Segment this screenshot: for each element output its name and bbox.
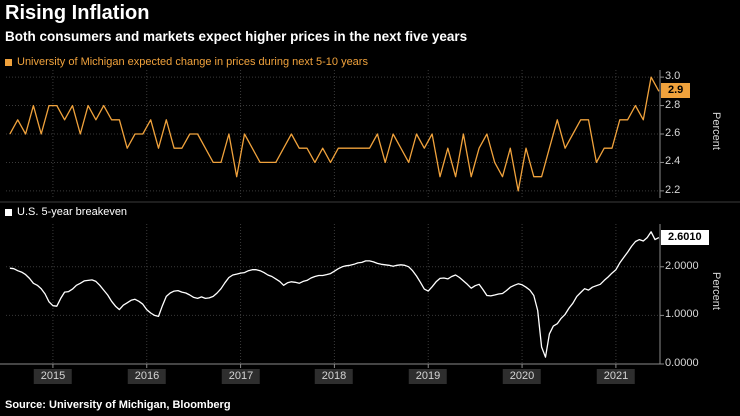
legend-swatch-white xyxy=(5,208,12,216)
x-tick-label-2020: 2020 xyxy=(502,369,542,384)
breakeven-series-line xyxy=(9,231,660,358)
x-tick-label-2018: 2018 xyxy=(314,369,354,384)
y-tick-label: 3.0 xyxy=(665,70,681,82)
x-tick-label-2017: 2017 xyxy=(221,369,261,384)
legend-swatch-orange xyxy=(5,58,12,66)
y-tick-label: 2.8 xyxy=(665,99,681,111)
last-value-badge-breakeven: 2.6010 xyxy=(661,230,709,245)
source-line: Source: University of Michigan, Bloomber… xyxy=(5,399,231,411)
legend-breakeven: U.S. 5-year breakeven xyxy=(5,206,127,218)
y-tick-label: 0.0000 xyxy=(665,357,699,369)
page-title: Rising Inflation xyxy=(5,2,150,24)
legend-label-breakeven: U.S. 5-year breakeven xyxy=(17,206,128,218)
legend-michigan: University of Michigan expected change i… xyxy=(5,56,368,68)
last-value-badge-michigan: 2.9 xyxy=(661,83,691,98)
y-tick-label: 1.0000 xyxy=(665,308,699,320)
michigan-series-line xyxy=(9,76,660,192)
y-axis-title-top: Percent xyxy=(710,112,722,150)
x-tick-label-2021: 2021 xyxy=(596,369,636,384)
x-tick-label-2015: 2015 xyxy=(33,369,73,384)
y-tick-label: 2.2 xyxy=(665,184,681,196)
x-tick-label-2019: 2019 xyxy=(408,369,448,384)
x-tick-label-2016: 2016 xyxy=(127,369,167,384)
y-tick-label: 2.6 xyxy=(665,127,681,139)
legend-label-michigan: University of Michigan expected change i… xyxy=(17,56,368,68)
chart-subtitle: Both consumers and markets expect higher… xyxy=(5,29,468,44)
y-tick-label: 2.0000 xyxy=(665,260,699,272)
y-axis-title-bottom: Percent xyxy=(710,272,722,310)
y-tick-label: 2.4 xyxy=(665,155,681,167)
